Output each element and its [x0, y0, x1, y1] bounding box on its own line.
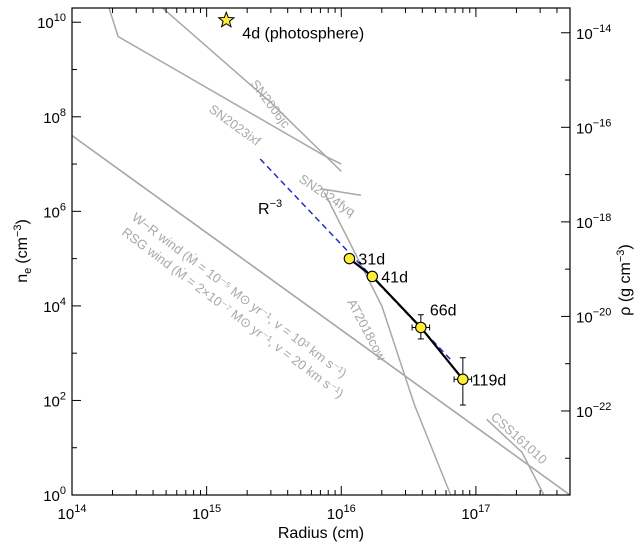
x-tick-label-15-base: 10: [192, 506, 209, 523]
x-tick-label-14-exp: 14: [74, 503, 86, 515]
power-law-label-exp: −3: [270, 198, 283, 210]
right-axis-title-text: ρ (g cm: [617, 262, 634, 316]
y-tick-label-0-base: 10: [43, 488, 60, 505]
right-tick-label-0-exp: −22: [593, 401, 612, 413]
y-tick-label-4-exp: 4: [60, 296, 66, 308]
curve-sn2006jc: [108, 8, 342, 165]
right-tick-label-2: 10−18: [576, 212, 611, 232]
right-tick-label-4-exp: −14: [593, 23, 612, 35]
y-axis-title-unit: (cm: [14, 237, 31, 264]
data-series: [259, 158, 473, 406]
right-tick-label-1-base: 10: [576, 309, 593, 326]
curve-css161010: [486, 418, 545, 495]
right-tick-label-4: 10−14: [576, 23, 611, 43]
y-tick-label-8-exp: 8: [60, 107, 66, 119]
y-axis-title-base: n: [14, 274, 31, 283]
x-tick-label-15-exp: 15: [209, 503, 221, 515]
curve-at2018cow: [323, 192, 500, 495]
right-tick-label-2-base: 10: [576, 215, 593, 232]
right-tick-label-3-exp: −16: [593, 117, 612, 129]
y-tick-label-2-base: 10: [43, 393, 60, 410]
right-tick-label-1: 10−20: [576, 306, 611, 326]
data-label-119d: 119d: [472, 372, 506, 389]
y-tick-label-4: 104: [43, 296, 66, 316]
right-tick-label-3-base: 10: [576, 120, 593, 137]
y-tick-label-6: 106: [43, 201, 66, 221]
data-point-119d: [457, 373, 469, 386]
axes: 1014 1015 1016 1017100102104106108101010−22…: [37, 8, 611, 523]
x-tick-label-17-base: 10: [461, 506, 478, 523]
x-tick-label-16-base: 10: [327, 506, 344, 523]
right-axis-title-exp: −3: [615, 250, 627, 263]
curve-sn2024ggi: [320, 188, 362, 196]
y-tick-label-4-base: 10: [43, 299, 60, 316]
y-tick-label-6-exp: 6: [60, 201, 66, 213]
right-tick-label-0: 10−22: [576, 401, 611, 421]
y-axis-title: ne (cm−3): [12, 219, 34, 283]
y-tick-label-8: 108: [43, 107, 66, 127]
label-at2018cow: AT2018cow: [344, 296, 389, 363]
y-tick-label-2-exp: 2: [60, 390, 66, 402]
right-axis-title: ρ (g cm−3): [615, 244, 634, 315]
data-label-66d: 66d: [430, 302, 457, 319]
y-tick-label-0: 100: [43, 485, 66, 505]
photosphere-star: [217, 10, 236, 28]
data-label-31d: 31d: [358, 252, 385, 269]
x-tick-label-17: 1017: [461, 503, 490, 523]
plot-frame: [71, 7, 571, 496]
x-tick-label-14: 1014: [58, 503, 87, 523]
data-series-line: [348, 257, 464, 380]
y-tick-label-8-base: 10: [43, 110, 60, 127]
y-tick-label-10-base: 10: [37, 15, 54, 32]
data-point-66d: [415, 321, 427, 334]
right-tick-label-2-exp: −18: [593, 212, 612, 224]
y-tick-label-6-base: 10: [43, 204, 60, 221]
y-tick-label-0-exp: 0: [60, 485, 66, 497]
y-axis-title-sub: e: [22, 268, 34, 274]
y-axis-title-exp: −3: [12, 225, 24, 238]
right-tick-label-3: 10−16: [576, 117, 611, 137]
x-tick-label-16-exp: 16: [343, 503, 355, 515]
curve-sn2023ixf: [161, 8, 342, 172]
x-tick-label-16: 1016: [327, 503, 356, 523]
power-law-label-base: R: [258, 201, 270, 218]
right-tick-label-1-exp: −20: [593, 306, 612, 318]
data-label-41d: 41d: [381, 269, 408, 286]
power-law-label: R−3: [258, 198, 282, 218]
label-sn2023ixf: SN2023ixf: [206, 101, 264, 149]
y-tick-label-2: 102: [43, 390, 66, 410]
curve-rsg-wind: [72, 134, 570, 495]
data-point-31d: [343, 252, 356, 265]
right-tick-label-4-base: 10: [576, 26, 593, 43]
right-tick-label-0-base: 10: [576, 404, 593, 421]
x-tick-label-15: 1015: [192, 503, 221, 523]
label-wr-wind: W−R wind (Ṁ = 10⁻⁵ M⊙ yr⁻¹, v = 10³ km s…: [129, 209, 349, 380]
data-point-41d: [366, 270, 379, 283]
y-tick-label-10: 1010: [37, 12, 66, 32]
label-sn2006jc: SN2006jc: [248, 77, 294, 131]
y-tick-label-10-exp: 10: [54, 12, 66, 24]
x-tick-label-14-base: 10: [58, 506, 75, 523]
right-axis-title-close: ): [617, 244, 634, 249]
x-tick-label-17-exp: 17: [478, 503, 490, 515]
x-axis-title: Radius (cm): [278, 525, 364, 542]
label-sn2024ggi: SN2024fyq: [296, 171, 358, 219]
photosphere-label: 4d (photosphere): [242, 25, 364, 42]
y-axis-title-close: ): [14, 219, 31, 224]
